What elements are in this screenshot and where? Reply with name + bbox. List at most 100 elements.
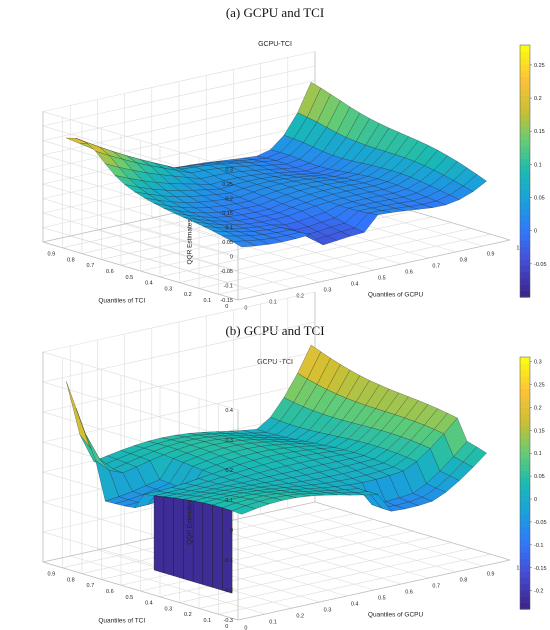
panel-a-x-tick: 0.1 [269,300,277,306]
panel-b-x-tick: 0 [244,626,247,630]
panel-b-title: GCPU -TCI [257,359,293,366]
panel-a-y-tick: 0.1 [204,298,212,304]
panel-a-z-tick: 0.1 [225,226,233,232]
panel-b-colorbar-cell [520,527,530,534]
panel-b-colorbar-cell [520,508,530,516]
panel-b-x-tick: 0.8 [460,578,468,584]
panel-b-ylabel: Quantiles of TCI [98,618,145,625]
panel-a-colorbar-cell [520,152,530,159]
panel-b-z-tick: 0.3 [225,438,233,444]
panel-a-colorbar-cell [520,57,530,65]
panel-a-y-tick: 0.3 [165,286,173,292]
panel-a-colorbar-tick: 0.2 [534,96,542,102]
panel-a-surface [66,81,487,248]
panel-a-ygrid-floor [218,233,491,295]
panel-a-colorbar-cell [520,126,530,134]
panel-a-caption: (a) GCPU and TCI [225,5,325,20]
panel-b-colorbar-cell [520,432,530,440]
panel-b-x-tick: 0.3 [324,608,332,614]
panel-b-colorbar-cell [520,382,530,390]
panel-b-colorbar-cell [520,596,530,604]
panel-a-x-tick: 0.2 [296,294,304,300]
panel-b-colorbar-cell [520,388,530,396]
panel-b-colorbar-cell [520,520,530,528]
panel-b-wall-patch [212,504,223,591]
panel-a-colorbar-cell [520,215,530,222]
panel-a-colorbar-cell [520,252,530,260]
panel-b-z-tick: 0.4 [225,408,233,414]
panel-b-colorbar-cell [520,394,530,402]
panel-b-x-tick: 0.5 [378,596,386,602]
panel-a-colorbar-cell [520,139,530,147]
panel-b-ygrid-floor [120,524,394,586]
panel-b-colorbar-cell [520,583,530,591]
panel-b-colorbar-cell [520,426,530,434]
panel-a-z-tick: -0.15 [220,298,233,304]
panel-b-colorbar-tick: -0.15 [534,566,547,572]
panel-b-colorbar-tick: 0.05 [534,474,545,480]
panel-a-colorbar-cell [520,240,530,248]
panel-b-colorbar-cell [520,577,530,585]
panel-a-y-tick: 0.4 [145,281,153,287]
panel-b-colorbar-tick: 0.15 [534,428,545,434]
panel-b-colorbar-cell [520,564,530,572]
panel-a-z-tick: 0 [230,255,233,261]
panel-a-x-tick: 0.7 [432,264,440,270]
panel-b-x-tick: 0.4 [351,602,359,608]
panel-a-x-tick: 0 [244,306,247,312]
panel-a-x-tick: 0.3 [324,288,332,294]
panel-a-title: GCPU-TCI [258,41,292,48]
panel-a-colorbar-cell [520,45,530,52]
panel-b-z-tick: -0.3 [224,618,233,624]
panel-a-colorbar-tick: 0.1 [534,162,542,168]
panel-b-colorbar-cell [520,533,530,541]
panel-b-colorbar-cell [520,590,530,597]
panel-b-ygrid-floor [159,536,433,598]
panel-b-wall-patch [163,496,174,577]
panel-b-colorbar-cell [520,445,530,453]
panel-b-ygrid-floor [198,548,472,609]
panel-a-colorbar-cell [520,278,530,285]
panel-a-colorbar-tick: 0 [534,229,537,235]
panel-a-ygrid-floor [198,228,472,289]
panel-a-colorbar-cell [520,189,530,197]
panel-a-x-tick: 0.9 [487,252,495,258]
panel-a-colorbar-cell [520,70,530,78]
panel-b-ygrid-floor [218,553,491,615]
panel-b-colorbar-cell [520,539,530,547]
panel-b-y-tick: 0.9 [48,572,56,578]
panel-b-y-tick: 0.2 [184,612,192,618]
panel-b-x-tick: 0.7 [432,584,440,590]
panel-b-wall [153,495,233,594]
panel-b-z-tick: 0.2 [225,468,233,474]
panel-b-colorbar-cell [520,401,530,408]
panel-a-colorbar-cell [520,246,530,254]
panel-b-colorbar-cell [520,571,530,579]
panel-a-xlabel: Quantiles of GCPU [368,292,424,299]
panel-a-colorbar-tick: -0.05 [534,262,547,268]
panel-b-xlabel: Quantiles of GCPU [368,612,424,619]
panel-a-y-tick: 0.5 [126,275,134,281]
panel-b-box-edge [42,561,239,621]
panel-b-colorbar-cell [520,451,530,459]
panel-b-y-tick: 0.8 [67,577,75,583]
panel-b-colorbar-cell [520,470,530,478]
panel-b-wall-patch [202,502,213,588]
panel-b-colorbar-frame [519,356,531,610]
panel-b-z-tick: 0 [230,528,233,534]
panel-b-surface-patch [231,505,256,515]
panel-a-colorbar-frame [519,44,531,298]
panel-a-colorbar-cell [520,158,530,166]
panel-b-ygrid-floor [140,530,413,592]
panel-a-surface-patch [231,240,257,248]
panel-b-colorbar-cell [520,483,530,490]
panel-b-caption: (b) GCPU and TCI [225,323,325,338]
panel-a-x-tick: 0.4 [351,282,359,288]
panel-b-colorbar-tick: 0 [534,497,537,503]
panel-b-y-tick: 0.7 [87,583,95,589]
panel-a-box-edge [42,241,239,301]
panel-b-colorbar-cell [520,546,530,553]
panel-b-z-tick: 0.1 [225,498,233,504]
panel-a-colorbar-cell [520,95,530,103]
panel-b-wall-patch [192,500,204,585]
